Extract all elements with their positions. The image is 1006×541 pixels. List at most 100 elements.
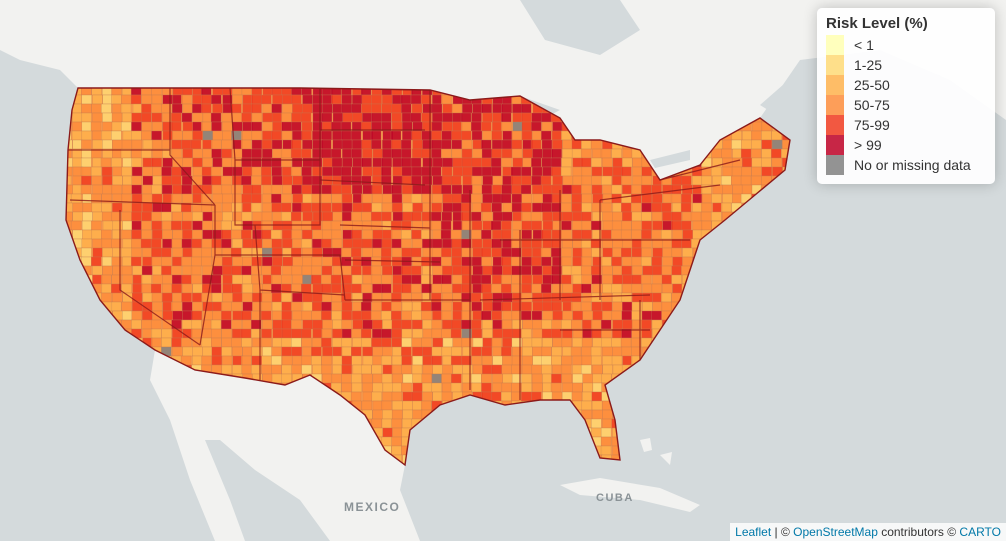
county-cell (382, 292, 393, 303)
county-cell (91, 337, 102, 348)
county-cell (562, 436, 573, 447)
county-cell (642, 364, 653, 375)
county-cell (341, 328, 353, 339)
osm-link[interactable]: OpenStreetMap (793, 525, 878, 539)
county-cell (742, 445, 754, 456)
county-cell (522, 463, 533, 465)
county-cell (751, 175, 762, 186)
county-cell (81, 121, 92, 132)
county-cell (742, 355, 753, 366)
county-cell (772, 166, 783, 177)
county-cell (471, 346, 482, 357)
county-cell (351, 184, 363, 195)
county-cell (641, 310, 653, 321)
county-cell (661, 265, 672, 276)
county-cell (141, 463, 152, 465)
county-cell (191, 328, 202, 339)
county-cell (120, 463, 132, 465)
county-cell (541, 418, 552, 429)
county-cell (312, 238, 323, 249)
county-cell (491, 166, 502, 177)
county-cell (631, 211, 642, 222)
county-cell (312, 364, 323, 375)
county-cell (361, 400, 373, 411)
county-cell (621, 292, 632, 303)
county-cell (701, 355, 712, 366)
county-cell (471, 274, 482, 285)
county-cell (241, 310, 252, 321)
leaflet-link[interactable]: Leaflet (735, 525, 772, 539)
county-cell (782, 202, 790, 213)
county-cell (521, 220, 533, 231)
county-cell (652, 400, 663, 411)
county-cell (251, 112, 263, 123)
county-cell (321, 202, 332, 213)
county-cell (202, 130, 214, 141)
county-cell (702, 382, 713, 393)
carto-link[interactable]: CARTO (959, 525, 1001, 539)
county-cell (221, 247, 233, 258)
county-cell (181, 220, 192, 231)
county-cell (401, 346, 412, 357)
county-cell (161, 265, 172, 276)
county-cell (550, 382, 562, 393)
county-cell (491, 454, 502, 465)
county-cell (662, 391, 673, 402)
county-cell (772, 274, 783, 285)
county-cell (681, 193, 692, 204)
county-cell (271, 274, 282, 285)
county-cell (221, 148, 232, 159)
county-cell (721, 328, 732, 339)
county-cell (341, 310, 352, 321)
county-cell (431, 382, 442, 393)
county-cell (742, 400, 753, 411)
county-cell (321, 112, 333, 123)
county-cell (482, 409, 493, 420)
county-cell (471, 157, 482, 168)
county-cell (591, 355, 602, 366)
county-cell (592, 211, 603, 222)
county-cell (501, 436, 512, 447)
county-cell (762, 346, 773, 357)
county-cell (321, 364, 332, 375)
county-cell (401, 112, 413, 123)
county-cell (241, 193, 252, 204)
county-cell (701, 175, 712, 186)
county-cell (751, 211, 763, 222)
county-cell (432, 175, 443, 186)
county-cell (121, 112, 133, 123)
county-cell (271, 139, 283, 150)
county-cell (562, 175, 574, 186)
county-cell (570, 265, 582, 276)
county-cell (212, 220, 223, 231)
county-cell (441, 310, 452, 321)
county-cell (322, 157, 334, 168)
county-cell (252, 337, 263, 348)
county-cell (82, 454, 93, 465)
county-cell (532, 445, 543, 456)
county-cell (341, 247, 352, 258)
county-cell (561, 337, 572, 348)
county-cell (691, 418, 702, 429)
county-cell (450, 382, 462, 393)
county-cell (562, 283, 574, 294)
county-cell (131, 112, 142, 123)
county-cell (152, 175, 163, 186)
county-cell (241, 355, 252, 366)
county-cell (571, 319, 582, 330)
county-cell (66, 274, 72, 285)
county-cell (262, 121, 273, 132)
county-cell (772, 193, 783, 204)
county-cell (92, 364, 103, 375)
county-cell (302, 157, 313, 168)
county-cell (171, 283, 182, 294)
county-cell (401, 166, 413, 177)
county-cell (662, 247, 673, 258)
county-cell (621, 463, 632, 465)
county-cell (691, 337, 703, 348)
county-cell (82, 211, 93, 222)
county-cell (521, 382, 532, 393)
county-cell (751, 454, 763, 465)
county-cell (302, 301, 314, 312)
